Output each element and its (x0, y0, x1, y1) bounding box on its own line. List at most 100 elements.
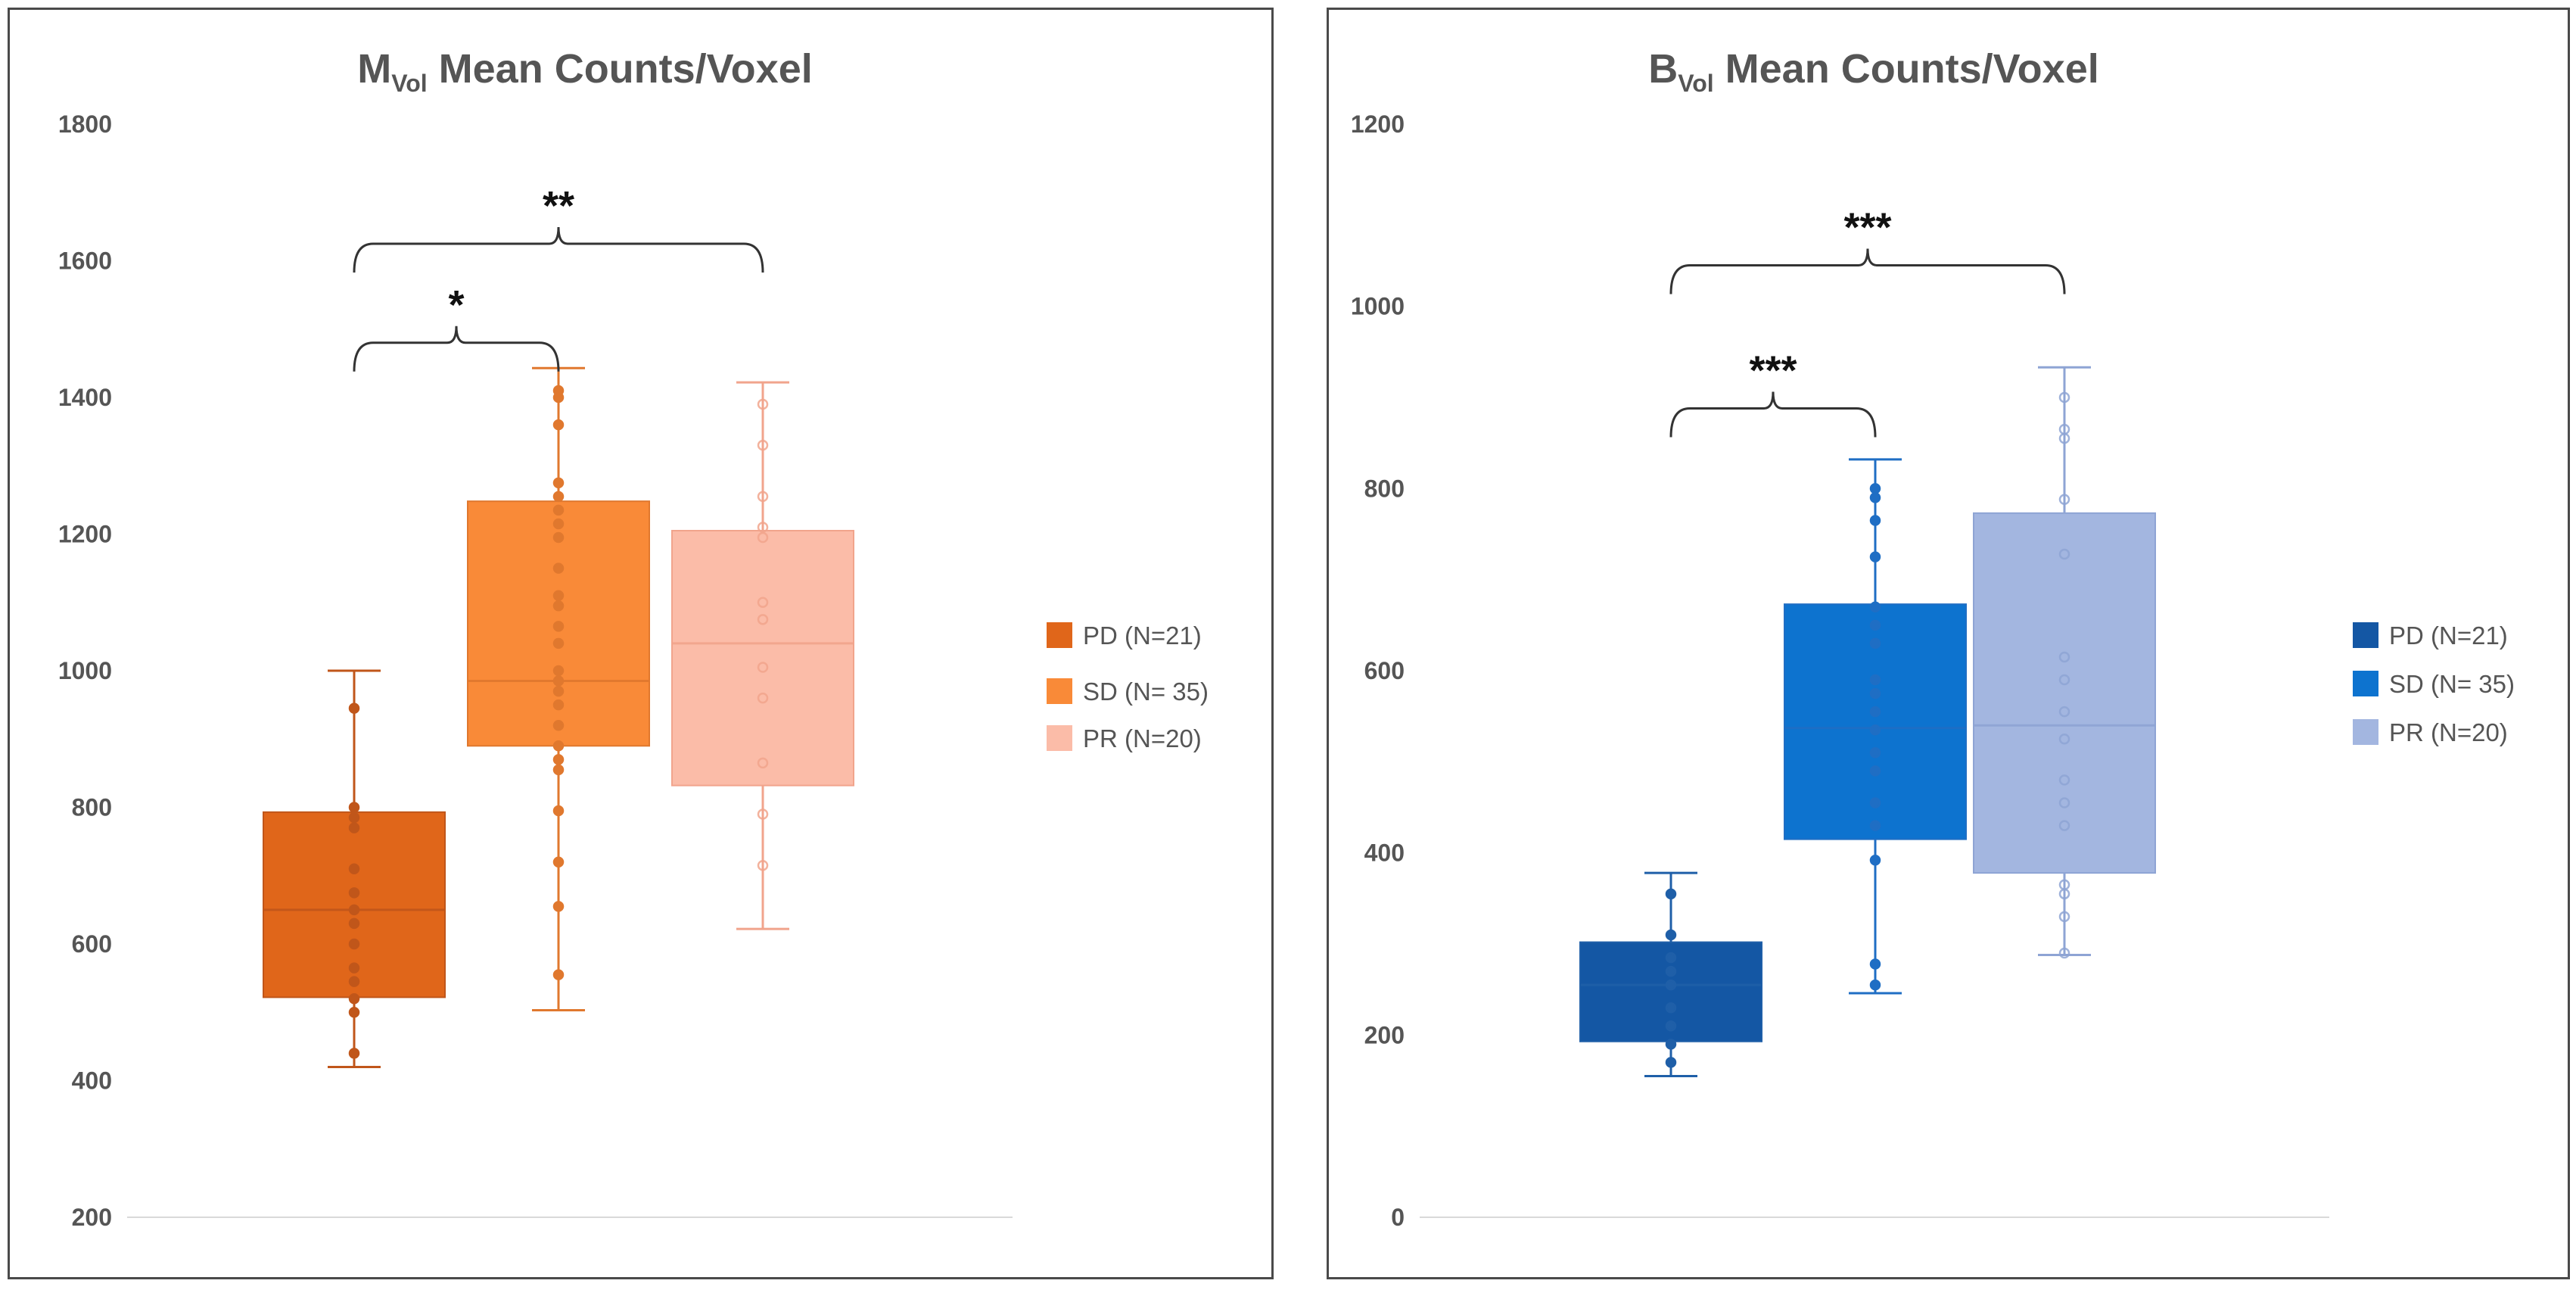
data-point (1665, 952, 1677, 964)
data-point (1869, 492, 1881, 503)
data-point (1869, 601, 1881, 613)
data-point (1869, 820, 1881, 831)
data-point (2058, 911, 2070, 923)
box-group-2 (467, 366, 650, 1012)
legend-label: PD (N=21) (1083, 622, 1202, 650)
data-point (1869, 979, 1881, 991)
y-tick-label: 800 (72, 794, 112, 821)
data-point (552, 675, 565, 687)
data-point (552, 740, 565, 752)
data-point (348, 917, 360, 930)
data-point (552, 600, 565, 612)
data-point (2058, 423, 2070, 435)
data-point (757, 614, 769, 625)
y-tick-label: 600 (1364, 657, 1405, 684)
data-point (552, 856, 565, 868)
legend-label: PR (N=20) (2389, 718, 2508, 746)
chart-title-sub: Vol (1678, 70, 1713, 97)
legend-swatch (2353, 622, 2378, 648)
data-point (1869, 674, 1881, 686)
y-tick-label: 1200 (58, 521, 112, 548)
chart-mvol: MVol Mean Counts/Voxel 200 400 600 800 1000 12… (58, 46, 1209, 1231)
box-iqr (671, 529, 854, 787)
data-point (757, 692, 769, 704)
box-group-1 (1579, 871, 1762, 1077)
legend-swatch (1047, 725, 1072, 751)
y-tick-label: 800 (1364, 475, 1405, 502)
significance-bracket (353, 226, 764, 273)
box-group-3 (1973, 366, 2156, 959)
data-point (552, 562, 565, 574)
data-point (757, 439, 769, 451)
data-point (1869, 724, 1881, 736)
data-point (757, 757, 769, 769)
data-point (1869, 551, 1881, 562)
chart-title-main: B (1648, 46, 1678, 92)
data-point (757, 662, 769, 673)
data-point (2058, 774, 2070, 786)
data-point (2058, 734, 2070, 745)
data-point (1665, 979, 1677, 991)
data-point (348, 802, 360, 813)
data-point (552, 754, 565, 765)
data-point (1869, 958, 1881, 970)
significance-bracket (353, 326, 560, 372)
data-point (552, 504, 565, 516)
data-point (1665, 888, 1677, 900)
box-iqr (1973, 512, 2156, 874)
significance-label: ** (543, 183, 574, 229)
chart-panel-bvol: BVol Mean Counts/Voxel 0 200 400 600 800 1000 1… (1327, 8, 2570, 1279)
chart-title-main: M (357, 46, 391, 92)
data-point (757, 597, 769, 608)
data-point (552, 590, 565, 601)
data-point (552, 685, 565, 697)
data-point (552, 621, 565, 632)
data-point (348, 1048, 360, 1059)
legend-label: SD (N= 35) (1083, 678, 1209, 706)
data-point (348, 812, 360, 824)
data-point (1665, 965, 1677, 977)
significance-bracket (1669, 391, 1877, 438)
significance-bracket (1669, 248, 2066, 294)
data-point (1869, 619, 1881, 631)
box-group-3 (671, 381, 854, 930)
data-point (2058, 947, 2070, 959)
chart-title-rest: Mean Counts/Voxel (428, 46, 813, 92)
data-point (348, 822, 360, 833)
legend-label: SD (N= 35) (2389, 670, 2515, 698)
box-group-2 (1784, 458, 1967, 995)
legend-swatch (1047, 622, 1072, 648)
data-point (757, 398, 769, 410)
legend-label: PD (N=21) (2389, 622, 2508, 650)
data-point (1869, 515, 1881, 526)
legend-swatch (2353, 719, 2378, 745)
data-point (757, 522, 769, 533)
significance-label: *** (1843, 205, 1891, 251)
y-tick-label: 1000 (58, 657, 112, 684)
data-point (552, 764, 565, 776)
y-tick-label: 400 (72, 1067, 112, 1095)
y-tick-label: 0 (1391, 1204, 1405, 1231)
data-point (1665, 1002, 1677, 1014)
data-point (757, 808, 769, 820)
data-point (1665, 1039, 1677, 1050)
y-tick-label: 400 (1364, 840, 1405, 867)
data-point (552, 699, 565, 711)
data-point (552, 491, 565, 503)
chart-title: BVol Mean Counts/Voxel (1648, 46, 2098, 97)
data-point (2058, 879, 2070, 891)
box-group-1 (263, 669, 446, 1068)
data-point (1665, 1057, 1677, 1068)
chart-title-sub: Vol (391, 70, 427, 97)
data-point (552, 969, 565, 980)
y-tick-label: 1200 (1351, 111, 1405, 138)
data-point (348, 904, 360, 916)
y-tick-label: 1000 (1351, 293, 1405, 320)
data-point (552, 901, 565, 912)
data-point (348, 938, 360, 950)
data-point (1869, 637, 1881, 650)
y-tick-label: 200 (1364, 1021, 1405, 1048)
chart-bvol: BVol Mean Counts/Voxel 0 200 400 600 800 1000 1… (1351, 46, 2515, 1231)
data-point (552, 665, 565, 677)
y-tick-label: 1800 (58, 111, 112, 138)
